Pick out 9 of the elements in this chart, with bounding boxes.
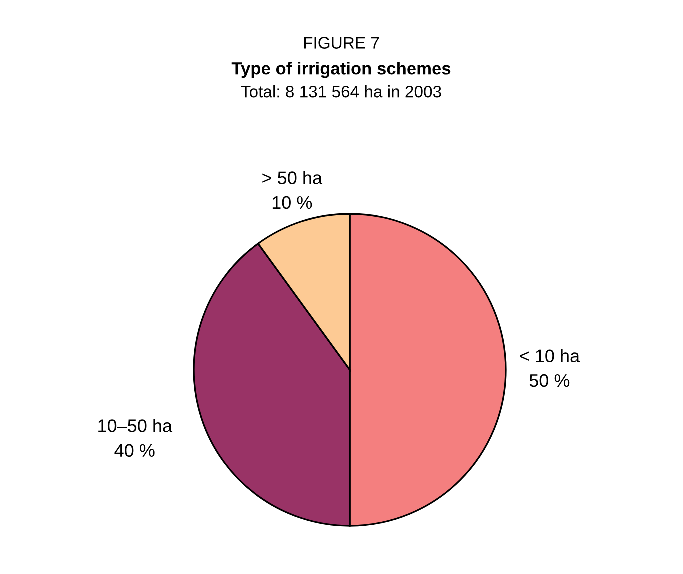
slice-label: < 10 ha xyxy=(520,349,580,363)
data-label: 10 % xyxy=(272,196,312,210)
chart-title: Type of irrigation schemes xyxy=(232,62,451,78)
data-label: 50 % xyxy=(530,374,570,388)
data-label: 40 % xyxy=(114,444,155,458)
slice-label: 10–50 ha xyxy=(98,419,173,432)
caption: FIGURE 7 xyxy=(304,37,380,49)
chart-subtitle: Total: 8 131 564 ha in 2003 xyxy=(241,86,442,98)
slice-label: > 50 ha xyxy=(262,171,323,184)
